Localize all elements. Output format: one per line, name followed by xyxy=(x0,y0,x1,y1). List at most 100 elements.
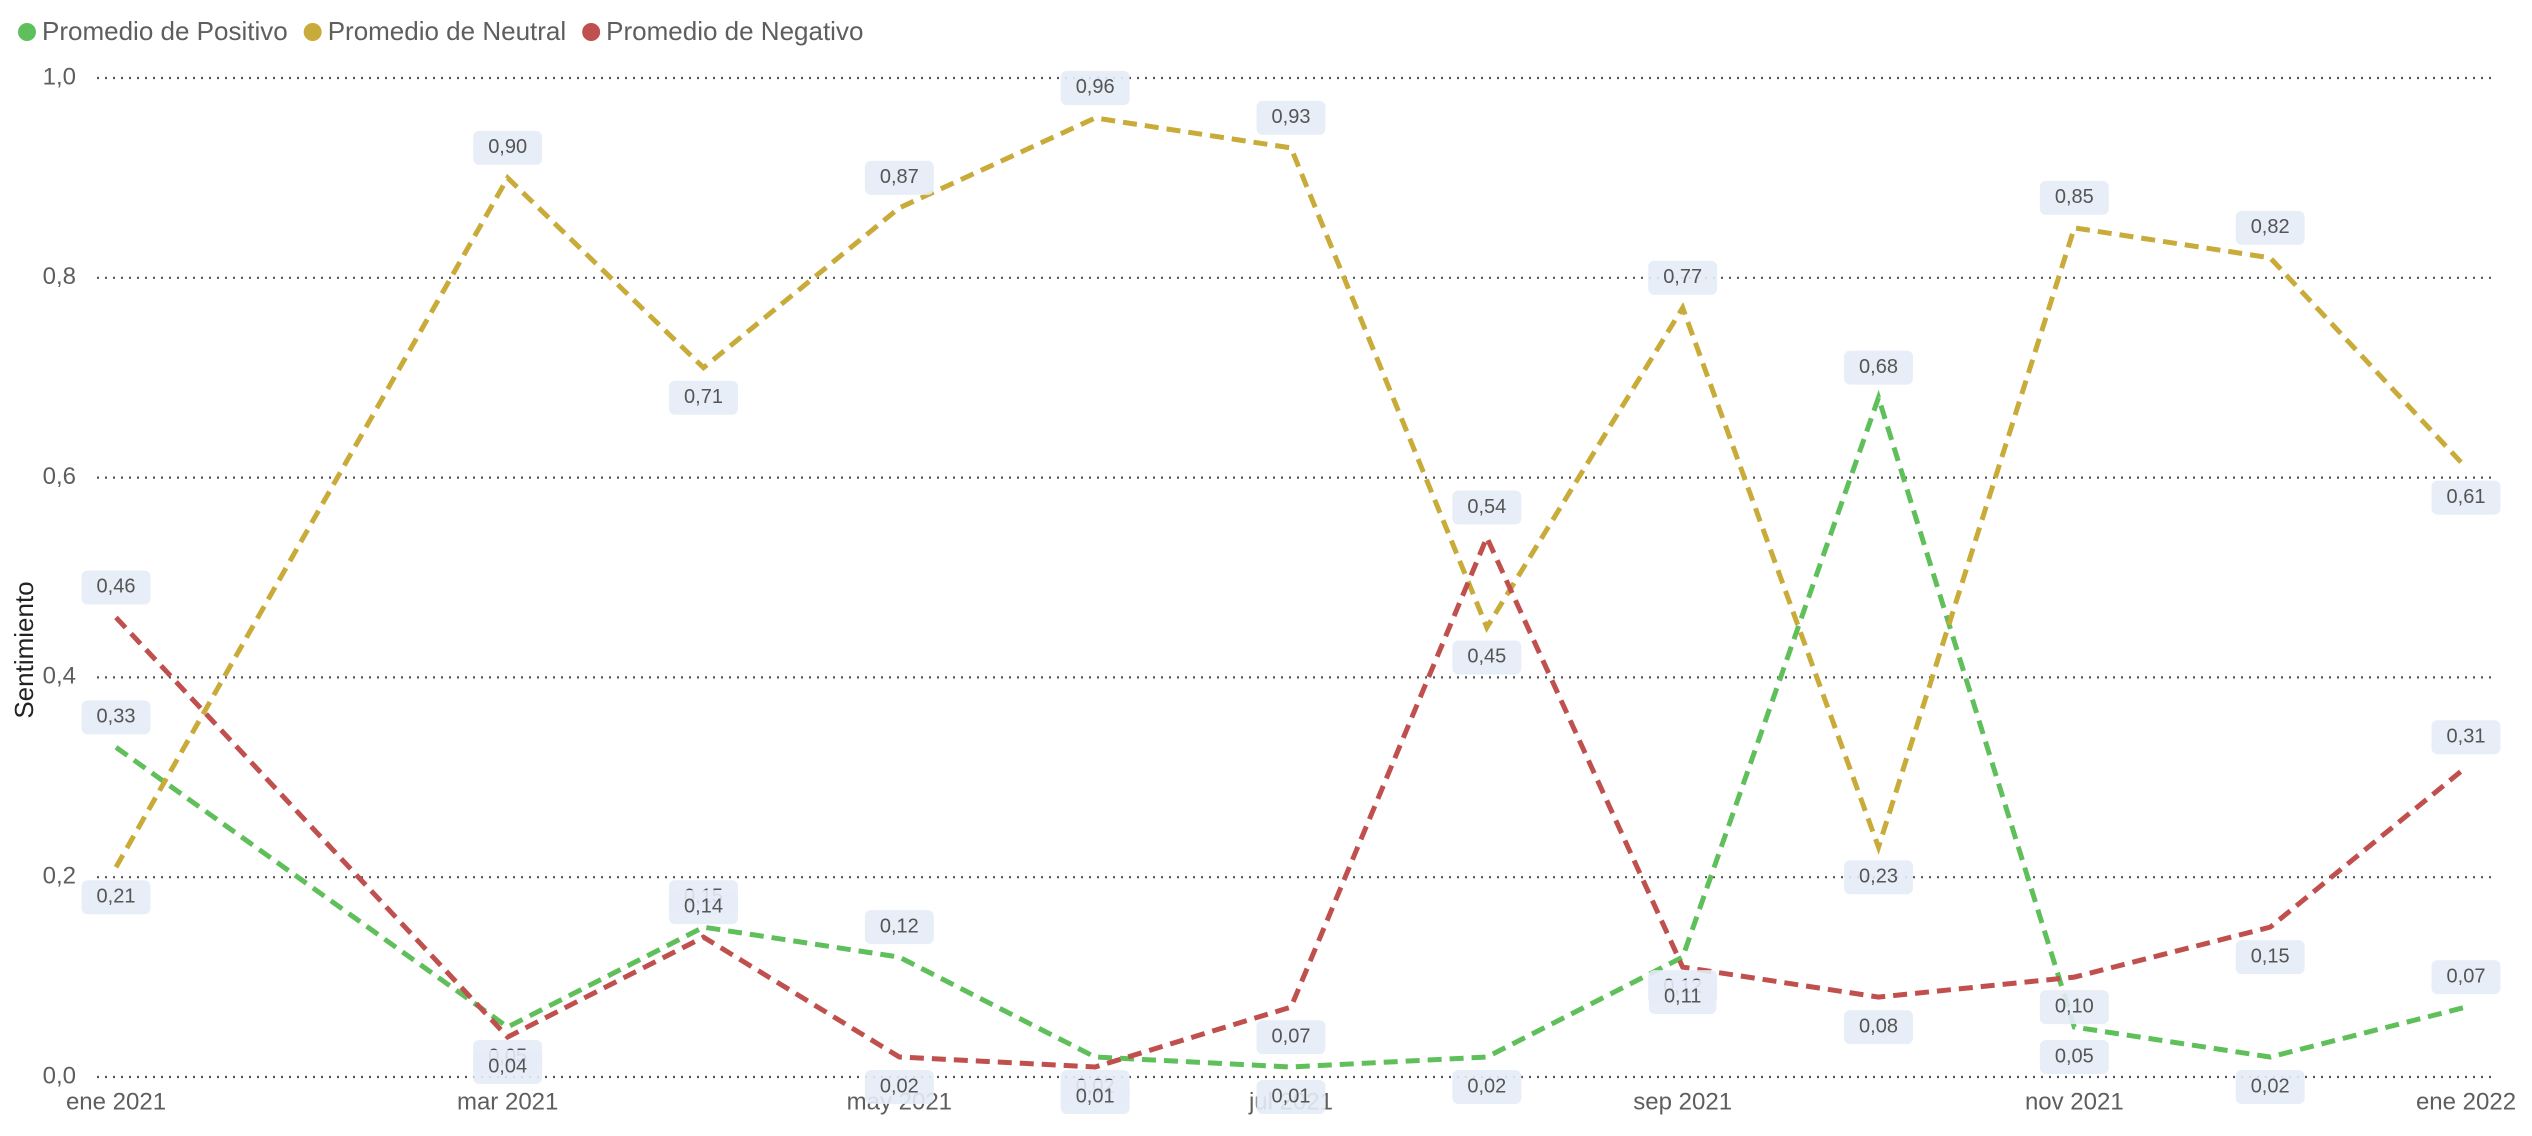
data-label-box xyxy=(1452,490,1522,525)
data-label-group: 0,45 xyxy=(1452,640,1522,675)
data-label-group: 0,96 xyxy=(1060,70,1130,105)
y-tick-label: 1,0 xyxy=(43,63,76,90)
data-label-group: 0,12 xyxy=(864,910,934,945)
data-label: 0,54 xyxy=(1467,496,1506,518)
data-label: 0,14 xyxy=(684,895,723,917)
data-label-group: 0,90 xyxy=(473,130,543,165)
data-label: 0,85 xyxy=(2055,186,2094,208)
data-label-box xyxy=(1256,1020,1326,1055)
data-label: 0,46 xyxy=(97,576,136,598)
data-label-group: 0,11 xyxy=(1648,980,1717,1015)
data-label-group: 0,61 xyxy=(2431,480,2501,515)
data-label: 0,11 xyxy=(1664,985,1701,1007)
series-line xyxy=(114,531,2468,1070)
data-label: 0,01 xyxy=(1272,1085,1311,1107)
data-label-box xyxy=(1256,1080,1326,1115)
data-label-box xyxy=(1452,640,1522,675)
data-label-box xyxy=(1648,260,1718,295)
data-label-box xyxy=(864,160,934,195)
data-label-box xyxy=(2431,720,2501,755)
data-label-group: 0,77 xyxy=(1648,260,1718,295)
data-label-group: 0,54 xyxy=(1452,490,1522,525)
data-label: 0,87 xyxy=(880,166,919,188)
data-label: 0,02 xyxy=(880,1075,919,1097)
data-label: 0,01 xyxy=(1076,1085,1115,1107)
data-label-group: 0,21 xyxy=(81,880,151,915)
data-label-group: 0,01 xyxy=(1060,1080,1130,1115)
data-label: 0,33 xyxy=(97,706,136,728)
series-line xyxy=(113,115,2468,869)
data-label-group: 0,33 xyxy=(81,700,151,735)
x-tick-label: ene 2021 xyxy=(66,1088,166,1115)
y-tick-label: 0,0 xyxy=(43,1062,76,1089)
legend-label: Promedio de Neutral xyxy=(328,16,566,46)
data-label-box xyxy=(1844,860,1913,895)
data-label-box xyxy=(1060,1080,1130,1115)
data-label: 0,77 xyxy=(1663,266,1702,288)
data-label-group: 0,02 xyxy=(1452,1070,1522,1105)
data-label-group: 0,68 xyxy=(1844,350,1913,385)
data-label: 0,10 xyxy=(2055,995,2094,1017)
x-tick-label: ene 2022 xyxy=(2416,1088,2516,1115)
data-label-box xyxy=(473,130,543,165)
data-label-box xyxy=(2039,990,2109,1025)
legend-marker xyxy=(18,23,36,41)
data-label-group: 0,08 xyxy=(1844,1010,1913,1045)
data-label: 0,90 xyxy=(488,136,527,158)
data-label-box xyxy=(1256,100,1326,135)
data-label-group: 0,07 xyxy=(2431,960,2501,995)
legend-marker xyxy=(582,23,601,41)
data-label: 0,68 xyxy=(1859,356,1898,378)
data-label-box xyxy=(864,1070,934,1105)
data-label: 0,61 xyxy=(2447,486,2486,508)
data-label: 0,08 xyxy=(1859,1015,1898,1037)
data-label-group: 0,15 xyxy=(2235,940,2305,975)
data-label-box xyxy=(1844,1010,1913,1045)
x-tick-label: sep 2021 xyxy=(1633,1088,1732,1115)
data-label-group: 0,31 xyxy=(2431,720,2501,755)
data-label-box xyxy=(2235,1070,2305,1105)
data-label: 0,02 xyxy=(2251,1075,2290,1097)
data-label-box xyxy=(473,1050,543,1085)
data-label-group: 0,82 xyxy=(2235,210,2305,245)
data-label-group: 0,07 xyxy=(1256,1020,1326,1055)
data-label-group: 0,01 xyxy=(1256,1080,1326,1115)
data-label: 0,93 xyxy=(1272,106,1311,128)
data-label-box xyxy=(2235,210,2305,245)
series-line xyxy=(114,389,2467,1070)
data-label: 0,07 xyxy=(1272,1025,1311,1047)
data-label-group: 0,85 xyxy=(2039,180,2109,215)
data-label-box xyxy=(2235,940,2305,975)
data-label: 0,04 xyxy=(488,1055,527,1077)
data-label-group: 0,04 xyxy=(473,1050,543,1085)
data-label-group: 0,10 xyxy=(2039,990,2109,1025)
data-label-group: 0,02 xyxy=(864,1070,934,1105)
data-label-box xyxy=(1060,70,1130,105)
data-label: 0,02 xyxy=(1467,1075,1506,1097)
data-label: 0,07 xyxy=(2447,965,2486,987)
data-label-group: 0,23 xyxy=(1844,860,1913,895)
y-tick-label: 0,2 xyxy=(43,863,76,890)
legend-marker xyxy=(303,23,322,41)
data-label-box xyxy=(1452,1070,1522,1105)
data-label-box xyxy=(81,880,151,915)
data-label: 0,05 xyxy=(2055,1045,2094,1067)
data-label: 0,71 xyxy=(684,386,723,408)
x-tick-label: mar 2021 xyxy=(457,1088,558,1115)
data-label-group: 0,71 xyxy=(669,380,738,415)
y-tick-label: 0,6 xyxy=(43,463,76,490)
data-label-box xyxy=(669,890,738,925)
data-label-group: 0,14 xyxy=(669,890,738,925)
data-label-box xyxy=(81,570,151,605)
data-label-group: 0,02 xyxy=(2235,1070,2305,1105)
data-label-box xyxy=(669,380,738,415)
data-label-box xyxy=(864,910,934,945)
y-axis-title: Sentimiento xyxy=(9,581,39,718)
data-label-box xyxy=(2431,480,2501,515)
data-label-box xyxy=(1648,980,1717,1015)
data-label-box xyxy=(2431,960,2501,995)
data-label-box xyxy=(2039,1040,2109,1075)
data-label-group: 0,05 xyxy=(2039,1040,2109,1075)
data-label: 0,23 xyxy=(1859,866,1898,888)
